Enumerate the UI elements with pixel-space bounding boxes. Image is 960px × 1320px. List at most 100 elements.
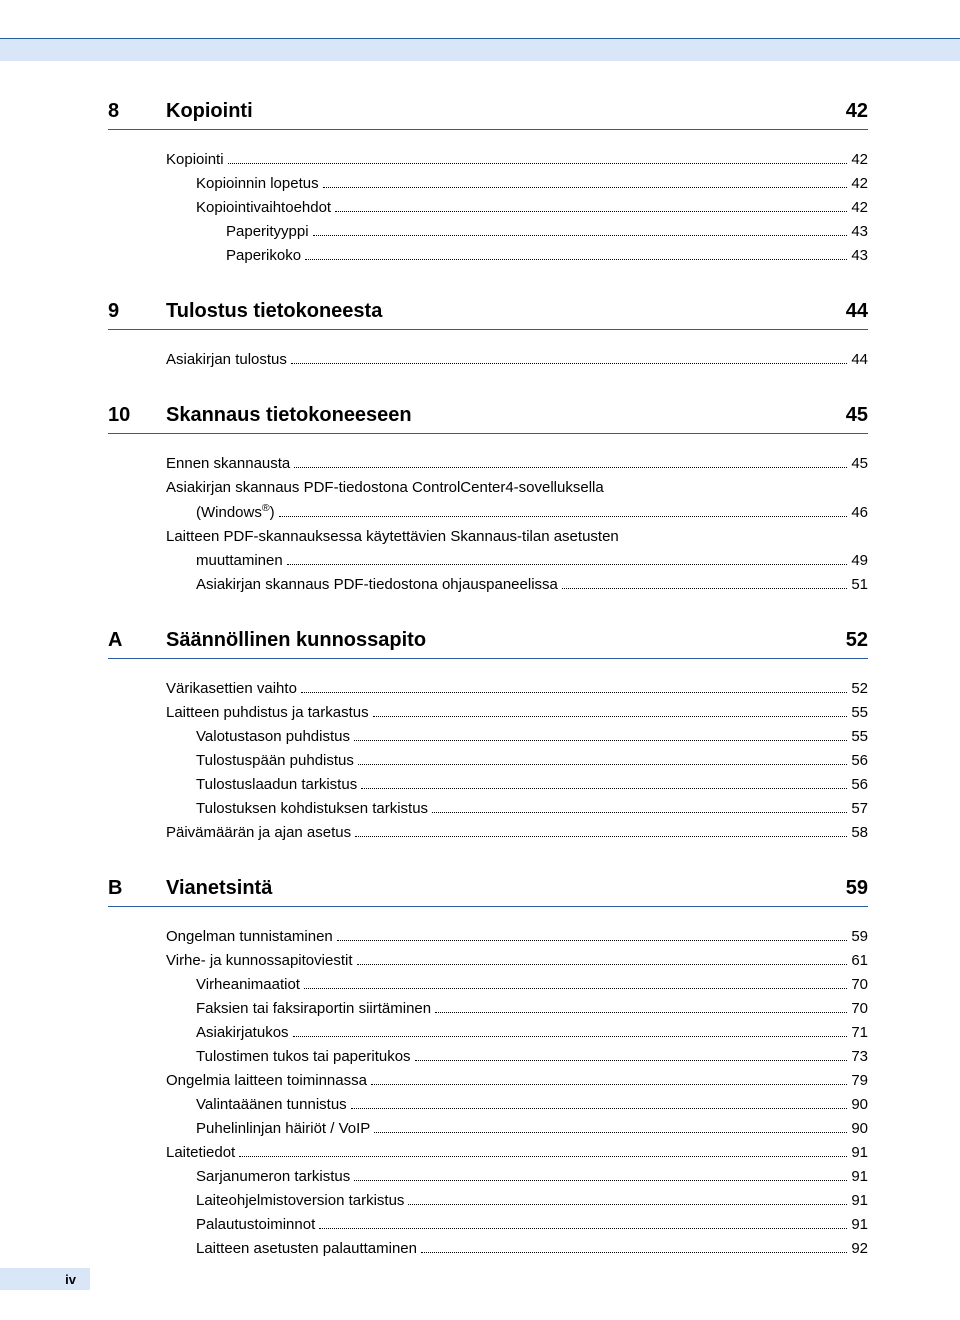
toc-entry: Asiakirjan tulostus44: [166, 348, 868, 372]
toc-leader-dots: [287, 564, 848, 565]
toc-page: 55: [851, 725, 868, 749]
toc-label: Kopiointi: [166, 148, 224, 172]
toc-entry: Päivämäärän ja ajan asetus58: [166, 821, 868, 845]
toc-label: Sarjanumeron tarkistus: [196, 1165, 350, 1189]
toc-leader-dots: [319, 1228, 847, 1229]
toc-label: Faksien tai faksiraportin siirtäminen: [196, 997, 431, 1021]
toc-entry: Kopiointivaihtoehdot42: [166, 196, 868, 220]
toc-page: 52: [851, 677, 868, 701]
toc-label: Paperikoko: [226, 244, 301, 268]
section-title: Vianetsintä: [166, 877, 846, 900]
toc-entry: Laiteohjelmistoversion tarkistus 91: [166, 1189, 868, 1213]
toc-page: 91: [851, 1141, 868, 1165]
toc-leader-dots: [373, 716, 848, 717]
toc-leader-dots: [408, 1204, 847, 1205]
toc-page: 70: [851, 973, 868, 997]
toc-label: Asiakirjatukos: [196, 1021, 289, 1045]
toc-page: 70: [851, 997, 868, 1021]
toc-leader-dots: [351, 1108, 848, 1109]
toc-page: 51: [851, 573, 868, 597]
toc-page: 91: [851, 1189, 868, 1213]
toc-section: 9Tulostus tietokoneesta44 Asiakirjan tulo…: [108, 300, 868, 372]
toc-page: 43: [851, 244, 868, 268]
section-header: 8Kopiointi42: [108, 100, 868, 130]
toc-entry: Ongelman tunnistaminen59: [166, 925, 868, 949]
section-page: 42: [846, 100, 868, 123]
toc-leader-dots: [291, 363, 847, 364]
toc-leader-dots: [279, 516, 848, 517]
toc-page: 56: [851, 749, 868, 773]
section-page: 52: [846, 629, 868, 652]
toc-entry: Laitteen puhdistus ja tarkastus55: [166, 701, 868, 725]
toc-leader-dots: [304, 988, 847, 989]
section-body: Ongelman tunnistaminen59Virhe- ja kunnos…: [108, 925, 868, 1261]
toc-page: 91: [851, 1165, 868, 1189]
toc-page: 45: [851, 452, 868, 476]
toc-label: Kopioinnin lopetus: [196, 172, 319, 196]
toc-leader-dots: [357, 964, 848, 965]
toc-label: muuttaminen: [196, 549, 283, 573]
toc-leader-dots: [228, 163, 848, 164]
toc-entry: Tulostuslaadun tarkistus56: [166, 773, 868, 797]
section-header: 9Tulostus tietokoneesta44: [108, 300, 868, 330]
toc-page: 59: [851, 925, 868, 949]
toc-leader-dots: [415, 1060, 848, 1061]
toc-entry: Palautustoiminnot91: [166, 1213, 868, 1237]
toc-label: Tulostuspään puhdistus: [196, 749, 354, 773]
toc-label: Puhelinlinjan häiriöt / VoIP: [196, 1117, 370, 1141]
toc-leader-dots: [371, 1084, 847, 1085]
toc-label: Värikasettien vaihto: [166, 677, 297, 701]
toc-label: Asiakirjan tulostus: [166, 348, 287, 372]
toc-page: 57: [851, 797, 868, 821]
toc-leader-dots: [323, 187, 848, 188]
toc-entry: Asiakirjan skannaus PDF-tiedostona Contr…: [166, 476, 868, 500]
toc-entry-continuation: muuttaminen49: [166, 549, 868, 573]
toc-entry: Sarjanumeron tarkistus 91: [166, 1165, 868, 1189]
section-title: Kopiointi: [166, 100, 846, 123]
section-number: A: [108, 629, 166, 652]
toc-entry: Kopiointi 42: [166, 148, 868, 172]
toc-page: 46: [851, 501, 868, 525]
toc-label: Ongelmia laitteen toiminnassa: [166, 1069, 367, 1093]
toc-label: Virhe- ja kunnossapitoviestit: [166, 949, 353, 973]
toc-entry: Asiakirjan skannaus PDF-tiedostona ohjau…: [166, 573, 868, 597]
toc-leader-dots: [562, 588, 847, 589]
toc-section: 8Kopiointi42Kopiointi42Kopioinnin lopetu…: [108, 100, 868, 268]
toc-entry: Virhe- ja kunnossapitoviestit61: [166, 949, 868, 973]
toc-leader-dots: [239, 1156, 847, 1157]
toc-page: 42: [851, 148, 868, 172]
toc-label: Laiteohjelmistoversion tarkistus: [196, 1189, 404, 1213]
toc-label: Palautustoiminnot: [196, 1213, 315, 1237]
toc-label: Laitteen asetusten palauttaminen: [196, 1237, 417, 1261]
toc-leader-dots: [361, 788, 847, 789]
section-number: 9: [108, 300, 166, 323]
toc-label: Asiakirjan skannaus PDF-tiedostona ohjau…: [196, 573, 558, 597]
toc-entry: Virheanimaatiot 70: [166, 973, 868, 997]
toc-entry: Paperikoko 43: [166, 244, 868, 268]
toc-page: 42: [851, 172, 868, 196]
header-band: [0, 41, 960, 61]
toc-content: 8Kopiointi42Kopiointi42Kopioinnin lopetu…: [108, 100, 868, 1293]
toc-page: 79: [851, 1069, 868, 1093]
toc-label: Valotustason puhdistus: [196, 725, 350, 749]
section-number: 8: [108, 100, 166, 123]
toc-page: 58: [851, 821, 868, 845]
toc-label: Valintaäänen tunnistus: [196, 1093, 347, 1117]
toc-page: 90: [851, 1093, 868, 1117]
toc-page: 55: [851, 701, 868, 725]
section-header: ASäännöllinen kunnossapito52: [108, 629, 868, 659]
toc-entry: Kopioinnin lopetus 42: [166, 172, 868, 196]
toc-label: (Windows®): [196, 500, 275, 525]
toc-entry: Tulostimen tukos tai paperitukos73: [166, 1045, 868, 1069]
section-page: 45: [846, 404, 868, 427]
toc-entry: Valotustason puhdistus 55: [166, 725, 868, 749]
toc-leader-dots: [313, 235, 848, 236]
toc-label: Laitetiedot: [166, 1141, 235, 1165]
toc-entry: Värikasettien vaihto 52: [166, 677, 868, 701]
page-number-tab: iv: [0, 1268, 90, 1290]
toc-label: Virheanimaatiot: [196, 973, 300, 997]
toc-section: ASäännöllinen kunnossapito52 Värikasettie…: [108, 629, 868, 845]
toc-entry: Laitetiedot 91: [166, 1141, 868, 1165]
toc-entry: Asiakirjatukos71: [166, 1021, 868, 1045]
toc-entry: Tulostuksen kohdistuksen tarkistus57: [166, 797, 868, 821]
